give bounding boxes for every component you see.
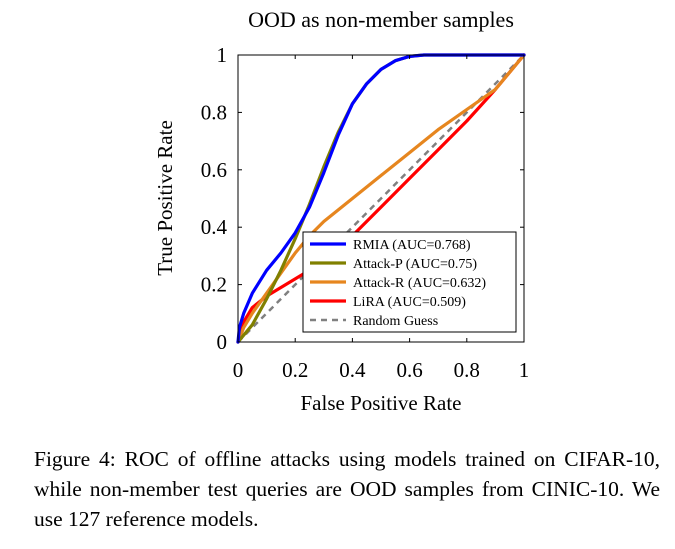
y-tick-label: 0.4 bbox=[201, 215, 228, 239]
x-tick-label: 0.8 bbox=[454, 358, 480, 382]
plot-area: 0 0.2 0.4 0.6 0.8 1 0 0.2 0.4 0.6 0.8 1 bbox=[201, 43, 530, 382]
x-axis: 0 0.2 0.4 0.6 0.8 1 bbox=[233, 55, 530, 382]
x-tick-label: 1 bbox=[519, 358, 530, 382]
y-tick-label: 0.2 bbox=[201, 273, 227, 297]
figure-caption: Figure 4: ROC of offline attacks using m… bbox=[34, 447, 660, 531]
series-line-2 bbox=[236, 53, 526, 344]
y-tick-label: 1 bbox=[217, 43, 228, 67]
legend-label: LiRA (AUC=0.509) bbox=[353, 295, 466, 310]
plot-frame bbox=[237, 54, 525, 343]
legend-label: Attack-R (AUC=0.632) bbox=[353, 276, 486, 291]
x-tick-label: 0.2 bbox=[282, 358, 308, 382]
y-tick-label: 0.6 bbox=[201, 158, 227, 182]
x-tick-label: 0 bbox=[233, 358, 244, 382]
legend-label: Attack-P (AUC=0.75) bbox=[353, 257, 477, 272]
chart-title: OOD as non-member samples bbox=[248, 7, 514, 32]
x-tick-label: 0.4 bbox=[339, 358, 366, 382]
series-line-0 bbox=[236, 53, 526, 344]
x-tick-label: 0.6 bbox=[396, 358, 422, 382]
y-tick-label: 0 bbox=[217, 330, 228, 354]
legend-label: RMIA (AUC=0.768) bbox=[353, 238, 471, 253]
y-axis-label: True Positive Rate bbox=[153, 120, 177, 276]
x-axis-label: False Positive Rate bbox=[301, 391, 462, 415]
y-axis: 0 0.2 0.4 0.6 0.8 1 bbox=[201, 43, 524, 354]
legend: RMIA (AUC=0.768) Attack-P (AUC=0.75) Attac… bbox=[302, 231, 517, 333]
legend-label: Random Guess bbox=[353, 314, 438, 329]
series-line-4 bbox=[237, 54, 525, 343]
y-tick-label: 0.8 bbox=[201, 100, 227, 124]
